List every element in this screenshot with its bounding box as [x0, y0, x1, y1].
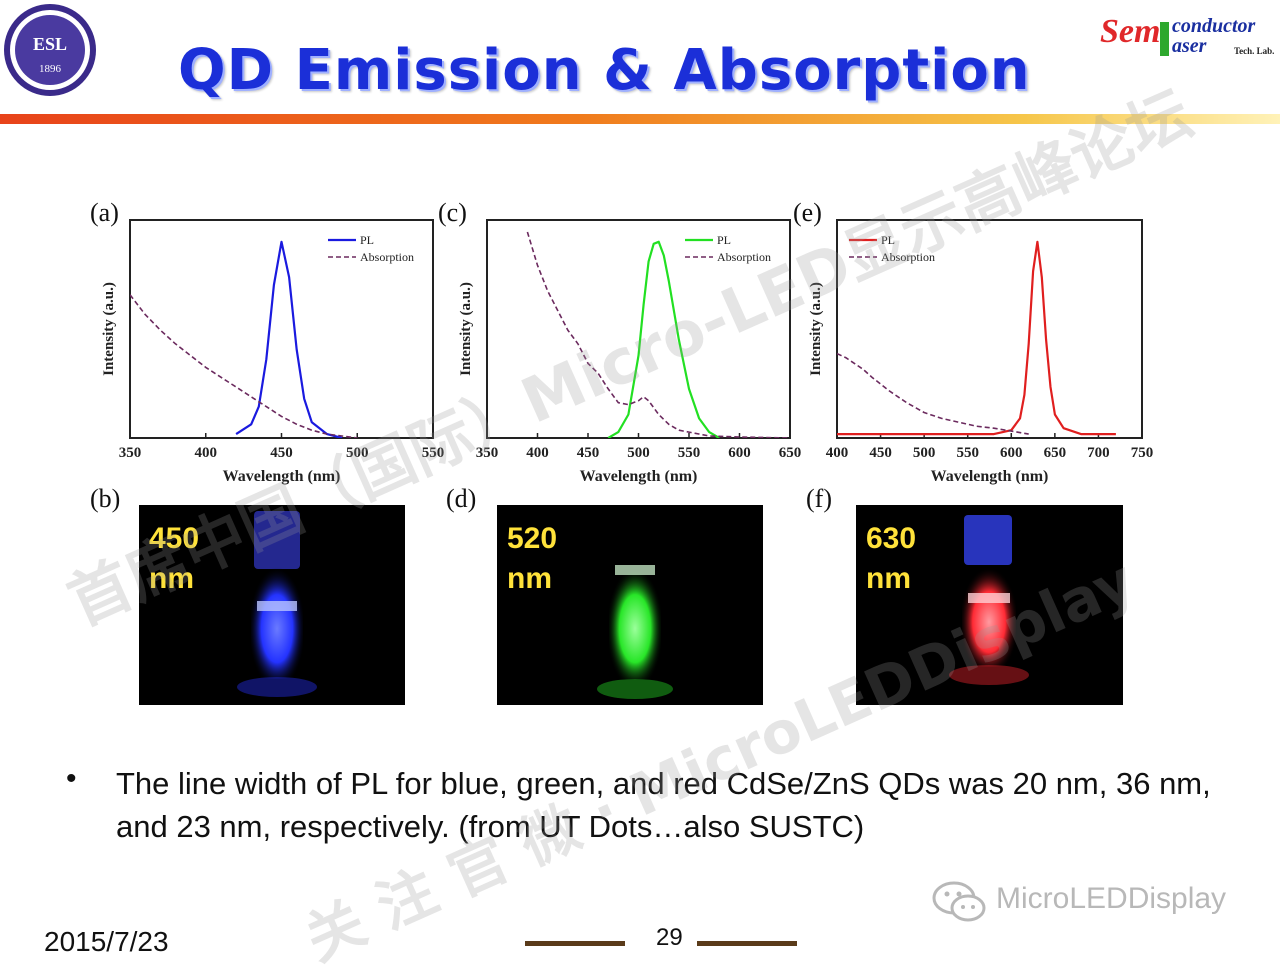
panel-label-a: (a): [90, 198, 119, 227]
lab-logo: Sem conductor aser Tech. Lab.: [1100, 13, 1274, 57]
logo-i-bar: [1160, 22, 1169, 56]
panel-label-c: (c): [438, 198, 467, 227]
panel-label-f: (f): [806, 484, 832, 513]
legend-label-pl: PL: [360, 233, 374, 247]
bullet-text: The line width of PL for blue, green, an…: [116, 766, 1211, 844]
plot-frame: [836, 219, 1143, 439]
y-axis-label: Intensity (a.u.): [808, 282, 824, 376]
logo-left-year: 1896: [39, 63, 62, 75]
x-tick-label: 600: [728, 445, 751, 461]
y-axis-label: Intensity (a.u.): [101, 282, 117, 376]
logo-part-aser: aser: [1172, 35, 1207, 57]
logo-left-letters: ESL: [33, 34, 67, 54]
logo-part-conductor: conductor: [1172, 15, 1256, 37]
photo-label-green: 520 nm: [507, 522, 558, 595]
pl-series-line-green: [607, 240, 720, 438]
x-tick-label: 400: [195, 445, 218, 461]
photo-blue-vial: 450 nm: [139, 505, 405, 705]
logo-part-sem: Sem: [1100, 13, 1160, 50]
y-axis-label: Intensity (a.u.): [458, 282, 474, 376]
page-number: 29: [656, 924, 683, 951]
x-axis-label: Wavelength (nm): [223, 468, 341, 485]
photo-label-blue: 450 nm: [149, 522, 200, 595]
x-axis-label: Wavelength (nm): [931, 468, 1049, 485]
x-tick-label: 400: [526, 445, 549, 461]
wechat-icon: [932, 881, 986, 922]
plot-frame: [129, 219, 434, 439]
bullet-marker: •: [66, 762, 77, 795]
x-tick-label: 400: [826, 445, 849, 461]
x-tick-label: 550: [678, 445, 701, 461]
panel-label-e: (e): [793, 198, 822, 227]
logo-part-techlab: Tech. Lab.: [1234, 46, 1274, 56]
x-axis-label: Wavelength (nm): [580, 468, 698, 485]
legend-label-pl: PL: [717, 233, 731, 247]
x-tick-label: 650: [1044, 445, 1067, 461]
photo-label-red: 630 nm: [866, 522, 917, 595]
legend-label-absorption: Absorption: [360, 250, 414, 264]
x-tick-label: 500: [346, 445, 369, 461]
panel-label-b: (b): [90, 484, 121, 513]
x-tick-label: 600: [1000, 445, 1023, 461]
slide-title: QD Emission & Absorption: [178, 38, 1031, 103]
x-tick-label: 550: [956, 445, 979, 461]
pl-series-line-blue: [235, 240, 343, 438]
photo-green-vial: 520 nm: [497, 505, 763, 705]
vial-green-icon: [597, 565, 673, 699]
x-tick-label: 450: [577, 445, 600, 461]
absorption-series-line: [130, 294, 358, 438]
footer-line-right: [697, 941, 797, 946]
x-tick-label: 350: [119, 445, 142, 461]
vial-blue-icon: [237, 511, 317, 697]
chart-green-spectrum: 350 400 450 500 550 600 650 Wavelength (nm) Inte…: [458, 219, 802, 485]
x-tick-label: 650: [779, 445, 802, 461]
slide-date: 2015/7/23: [44, 926, 169, 957]
panel-label-d: (d): [446, 484, 477, 513]
university-logo: ESL 1896: [4, 4, 96, 96]
legend-label-absorption: Absorption: [717, 250, 771, 264]
x-tick-label: 500: [913, 445, 936, 461]
absorption-series-line: [526, 231, 790, 438]
header-bar: [0, 114, 1280, 124]
legend-label-absorption: Absorption: [881, 250, 935, 264]
x-tick-label: 450: [270, 445, 293, 461]
x-tick-label: 450: [869, 445, 892, 461]
plot-frame: [486, 219, 791, 439]
chart-red-spectrum: 400 450 500 550 600 650 700 750 Wavelength (nm) I…: [808, 219, 1154, 485]
chart-blue-spectrum: 350 400 450 500 550 Wavelength (nm) Intensity …: [101, 219, 445, 485]
vial-red-icon: [949, 515, 1029, 685]
x-tick-label: 350: [476, 445, 499, 461]
wechat-account-watermark: MicroLEDDisplay: [996, 882, 1227, 915]
x-tick-label: 550: [422, 445, 445, 461]
pl-series-line-red: [837, 240, 1116, 436]
legend-label-pl: PL: [881, 233, 895, 247]
x-tick-label: 700: [1087, 445, 1110, 461]
photo-red-vial: 630 nm: [856, 505, 1123, 705]
x-tick-label: 500: [627, 445, 650, 461]
footer-line-left: [525, 941, 625, 946]
x-tick-label: 750: [1131, 445, 1154, 461]
